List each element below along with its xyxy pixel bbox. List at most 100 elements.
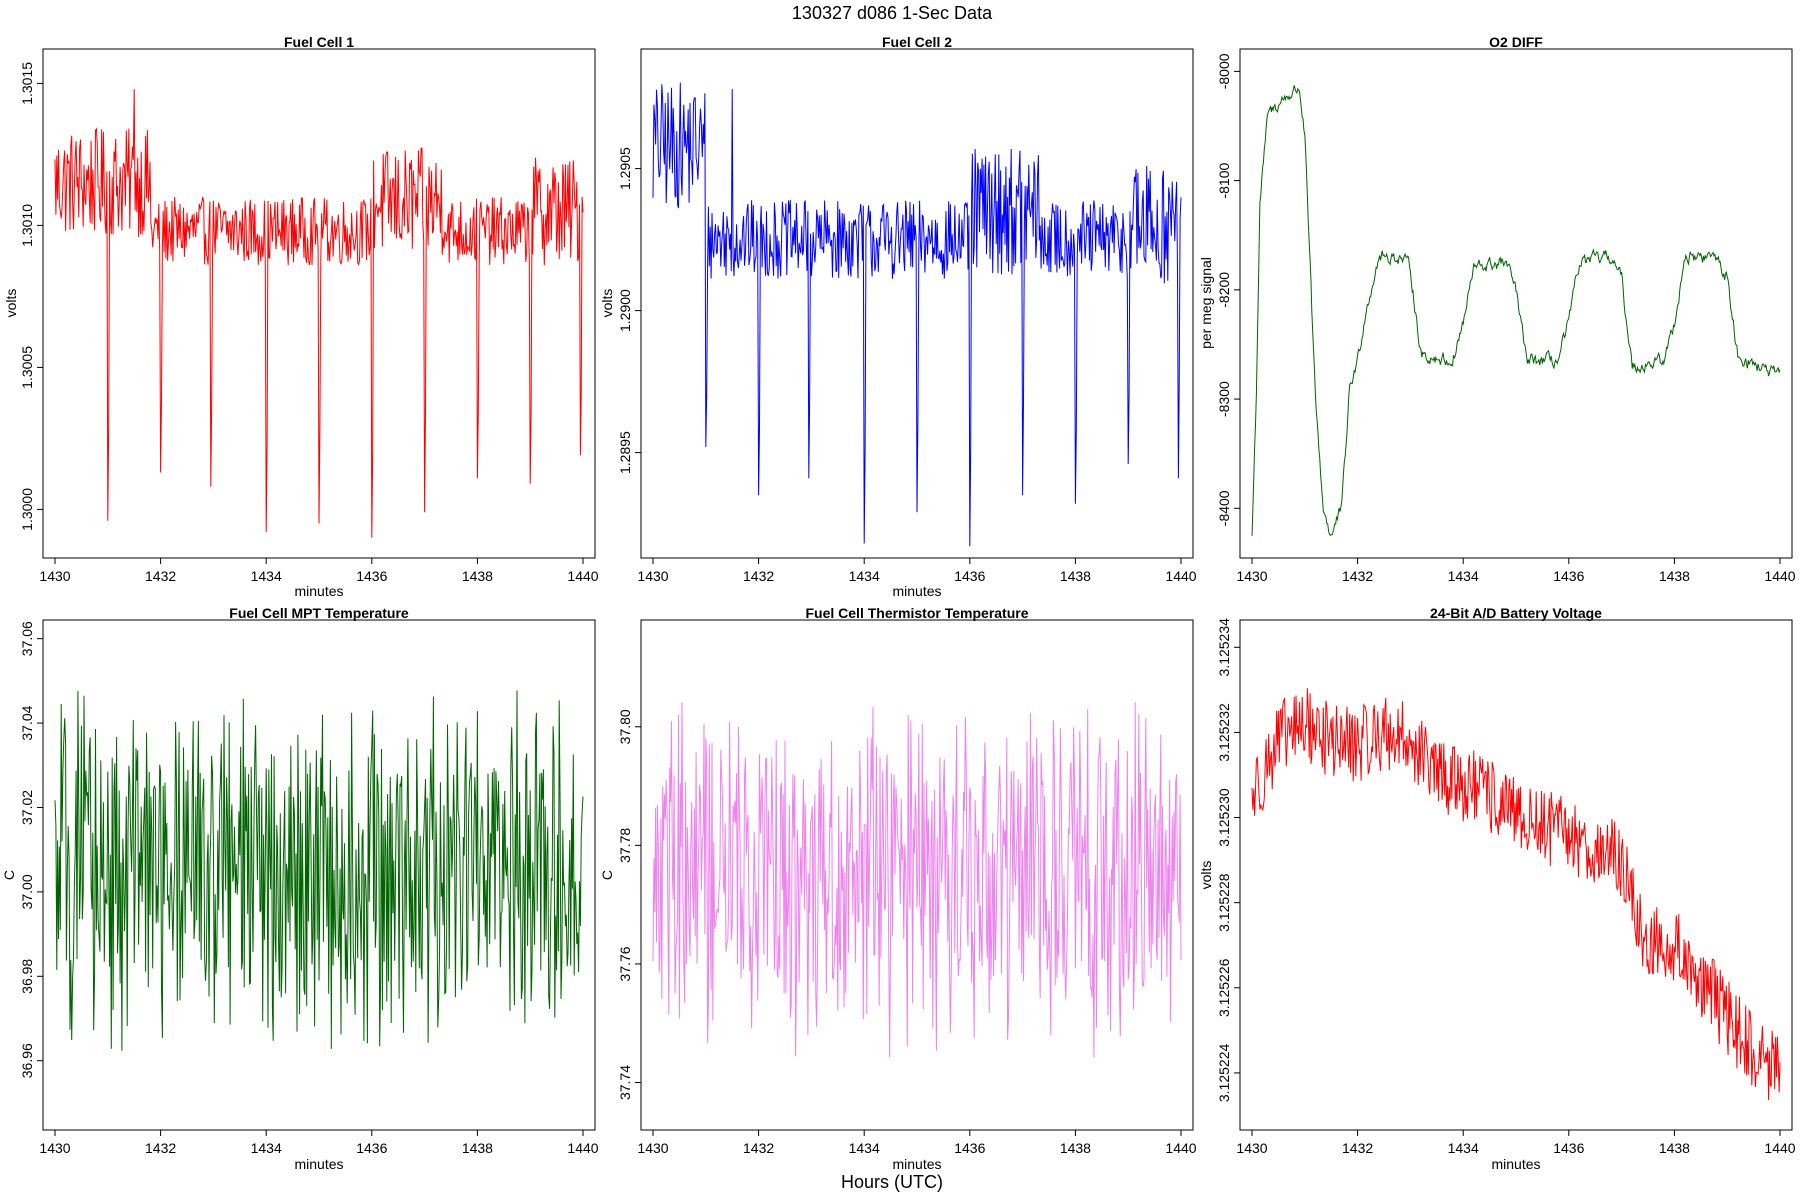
panel-fuel-cell-2: Fuel Cell 2 minutes volts 1430 1432 1434 14… [599,34,1197,599]
y-tick-label: 3.125232 [1216,703,1232,762]
x-tick-label: 1430 [39,1140,70,1156]
x-tick-label: 1434 [849,568,880,584]
plot-frame [42,619,596,1131]
panel-title: Fuel Cell 2 [882,34,952,50]
x-tick-label: 1432 [145,568,176,584]
series-line-battery-voltage [1251,688,1781,1101]
x-axis: 1430 1432 1434 1436 1438 1440 [1236,1130,1796,1156]
y-tick-label: 37.06 [19,621,35,656]
y-tick-label: 3.125226 [1216,958,1232,1017]
x-tick-label: 1436 [954,1140,985,1156]
panel-title: 24-Bit A/D Battery Voltage [1430,605,1602,621]
panel-title: Fuel Cell 1 [284,34,354,50]
x-axis: 1430 1432 1434 1436 1438 1440 [637,1130,1197,1156]
y-tick-label: 37.76 [617,946,633,981]
x-tick-label: 1440 [1165,1140,1196,1156]
x-tick-label: 1438 [1659,1140,1690,1156]
y-axis: 1.2895 1.2900 1.2905 [617,147,641,474]
y-tick-label: 37.80 [617,709,633,744]
panel-title: Fuel Cell Thermistor Temperature [805,605,1028,621]
figure-title: 130327 d086 1-Sec Data [792,3,993,23]
y-tick-label: -8300 [1216,381,1232,417]
x-tick-label: 1438 [1060,1140,1091,1156]
x-tick-label: 1432 [743,568,774,584]
plot-frame [42,48,596,559]
x-tick-label: 1432 [145,1140,176,1156]
y-tick-label: 37.78 [617,828,633,863]
x-axis: 1430 1432 1434 1436 1438 1440 [637,558,1197,584]
x-tick-label: 1430 [1236,1140,1267,1156]
y-tick-label: 37.74 [617,1065,633,1100]
y-tick-label: -8000 [1216,53,1232,89]
panel-thermistor-temperature: Fuel Cell Thermistor Temperature minutes… [599,605,1197,1172]
plot-frame [640,619,1194,1131]
y-axis-label: volts [3,289,19,318]
x-tick-label: 1438 [1659,568,1690,584]
panel-mpt-temperature: Fuel Cell MPT Temperature minutes C 1430… [1,605,599,1172]
y-axis-label: volts [599,289,615,318]
y-tick-label: 1.2900 [617,289,633,332]
y-tick-label: 3.125224 [1216,1044,1232,1103]
y-axis: 1.3000 1.3005 1.3010 1.3015 [19,62,43,531]
y-axis-label: volts [1198,861,1214,890]
y-tick-label: 36.96 [19,1043,35,1078]
y-axis: 37.74 37.76 37.78 37.80 [617,709,641,1100]
x-tick-label: 1430 [637,568,668,584]
x-axis-label: minutes [892,583,941,599]
y-tick-label: 1.3000 [19,488,35,531]
x-axis: 1430 1432 1434 1436 1438 1440 [39,1130,599,1156]
panel-title: O2 DIFF [1489,34,1543,50]
figure-footer-label: Hours (UTC) [841,1172,943,1192]
x-tick-label: 1436 [954,568,985,584]
x-tick-label: 1430 [637,1140,668,1156]
y-tick-label: 1.3015 [19,62,35,105]
y-tick-label: 37.00 [19,874,35,909]
x-tick-label: 1432 [1342,568,1373,584]
x-tick-label: 1440 [567,1140,598,1156]
series-line-fuel-cell-2 [652,82,1182,547]
x-tick-label: 1438 [462,568,493,584]
series-line-fuel-cell-1 [54,89,584,538]
x-tick-label: 1436 [356,1140,387,1156]
x-tick-label: 1430 [1236,568,1267,584]
y-axis: 3.125224 3.125226 3.125228 3.125230 3.125232… [1216,618,1240,1102]
series-line-o2-diff [1251,85,1781,537]
x-axis: 1430 1432 1434 1436 1438 1440 [1236,558,1796,584]
y-tick-label: 3.125234 [1216,618,1232,677]
y-tick-label: 1.3010 [19,204,35,247]
x-axis-label: minutes [294,583,343,599]
x-tick-label: 1440 [1764,1140,1795,1156]
y-tick-label: 37.02 [19,790,35,825]
y-tick-label: -8200 [1216,272,1232,308]
y-axis-label: C [599,870,615,880]
x-axis: 1430 1432 1434 1436 1438 1440 [39,558,599,584]
plot-frame [1239,619,1793,1131]
x-axis-label: minutes [294,1156,343,1172]
x-tick-label: 1436 [356,568,387,584]
x-tick-label: 1430 [39,568,70,584]
x-tick-label: 1440 [1165,568,1196,584]
x-tick-label: 1434 [849,1140,880,1156]
y-tick-label: 36.98 [19,959,35,994]
x-tick-label: 1434 [251,568,282,584]
panel-battery-voltage: 24-Bit A/D Battery Voltage minutes volts… [1198,605,1796,1172]
x-tick-label: 1440 [567,568,598,584]
x-tick-label: 1434 [1448,568,1479,584]
y-axis: 36.96 36.98 37.00 37.02 37.04 37.06 [19,621,43,1078]
x-tick-label: 1438 [1060,568,1091,584]
x-axis-label: minutes [1491,1156,1540,1172]
y-tick-label: 1.2895 [617,431,633,474]
x-tick-label: 1432 [1342,1140,1373,1156]
y-tick-label: 37.04 [19,705,35,740]
y-axis-label: per meg signal [1198,257,1214,349]
x-tick-label: 1432 [743,1140,774,1156]
y-tick-label: -8400 [1216,490,1232,526]
y-tick-label: 1.2905 [617,147,633,190]
x-tick-label: 1434 [1448,1140,1479,1156]
series-line-thermistor-temperature [652,702,1182,1058]
y-tick-label: 3.125228 [1216,873,1232,932]
x-tick-label: 1440 [1764,568,1795,584]
y-axis: -8400 -8300 -8200 -8100 -8000 [1216,53,1240,526]
panel-o2-diff: O2 DIFF per meg signal 1430 1432 1434 1436 1… [1198,34,1796,584]
